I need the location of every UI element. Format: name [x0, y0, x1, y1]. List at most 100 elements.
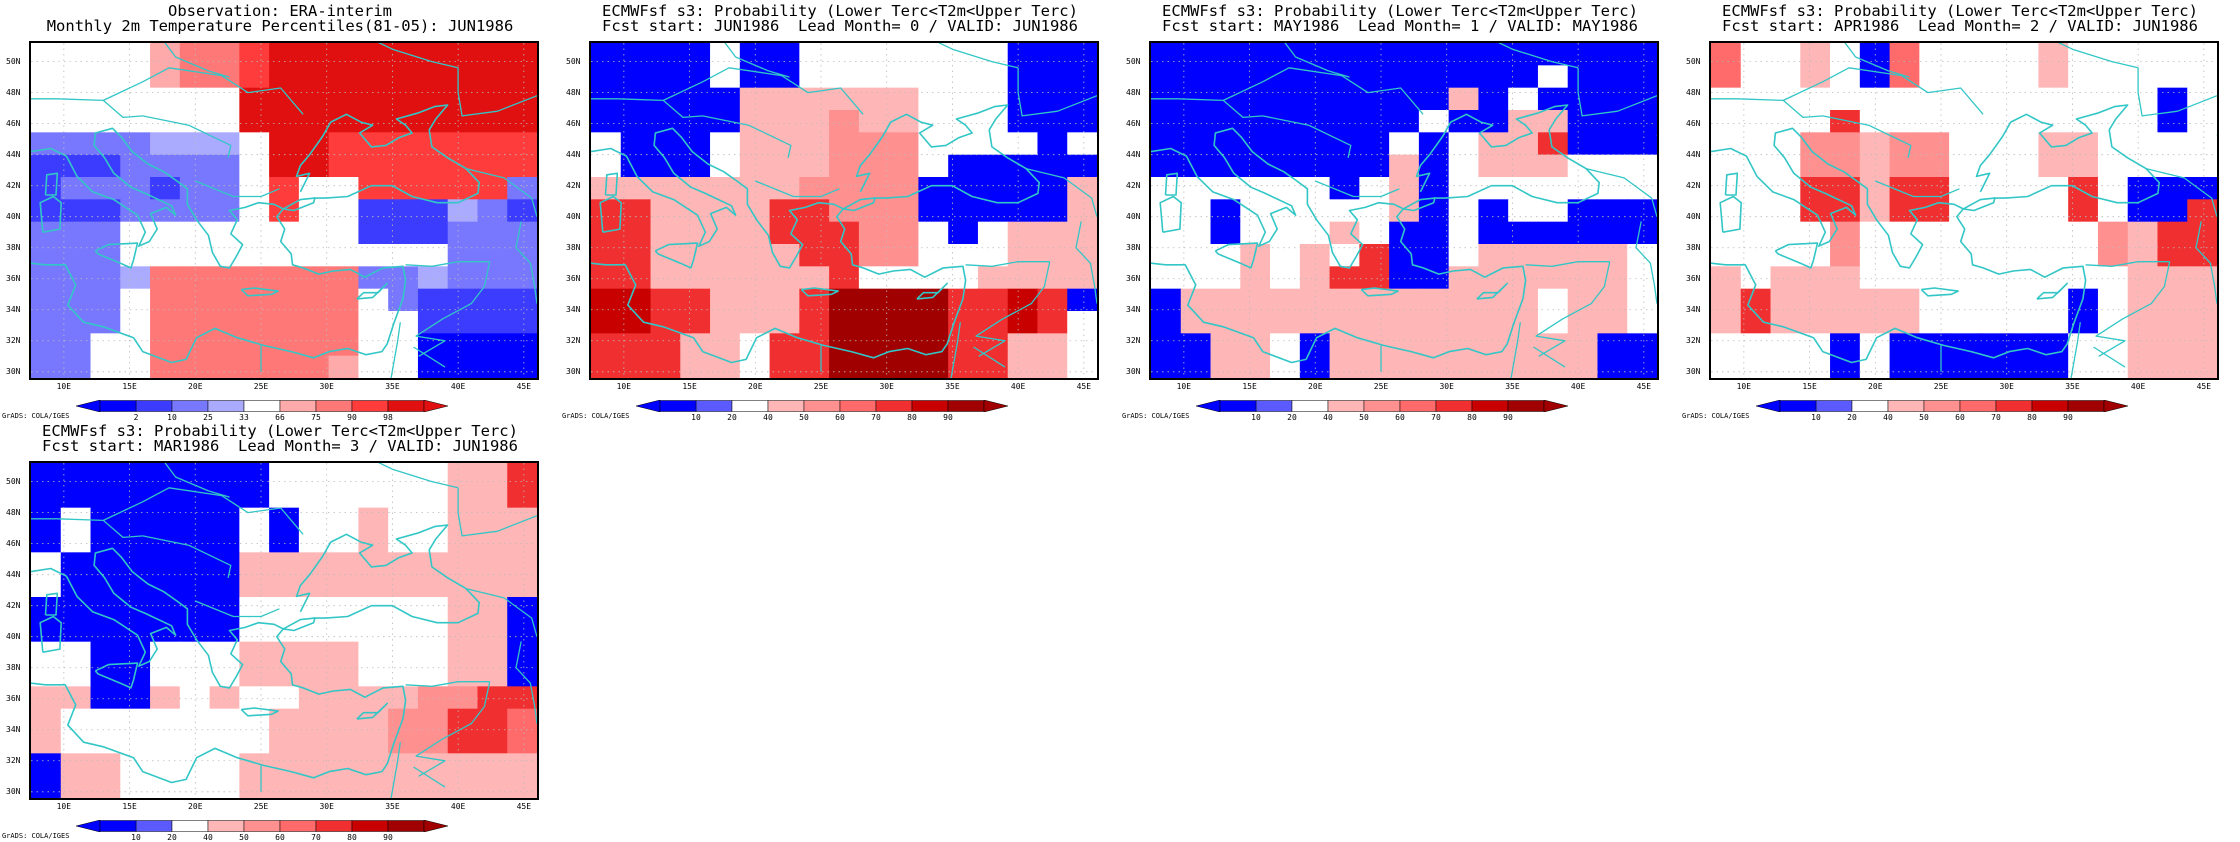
grid-cell — [918, 355, 949, 378]
colorbar-swatch — [135, 400, 173, 412]
grid-cell — [1800, 288, 1831, 312]
coastline — [800, 287, 839, 297]
grid-cell — [269, 65, 300, 89]
colorbar-swatch — [387, 820, 425, 832]
coastline — [282, 617, 316, 632]
grid-cell — [948, 43, 979, 66]
grid-cell — [447, 221, 479, 245]
grid-cell — [2097, 177, 2129, 200]
grid-cell — [269, 266, 300, 290]
grid-cell — [150, 311, 181, 334]
grid-cell — [1180, 311, 1212, 334]
grid-cell — [1567, 221, 1599, 245]
country-border — [1525, 261, 1610, 267]
grid-cell — [447, 731, 479, 754]
grid-cell — [1919, 110, 1950, 133]
grid-cell — [120, 288, 151, 312]
grid-cell — [2157, 177, 2188, 200]
grid-cell — [1978, 288, 2010, 312]
grid-cell — [948, 266, 979, 290]
grid-cell — [2008, 87, 2040, 111]
grid-cell — [2068, 87, 2099, 111]
grid-cell — [239, 664, 270, 687]
grid-cell — [507, 311, 537, 334]
grid-cell — [888, 333, 920, 357]
grid-cell — [388, 355, 419, 378]
country-border — [2145, 167, 2217, 217]
map-svg — [1151, 43, 1657, 378]
grid-cell — [1240, 333, 1271, 357]
grid-cell — [2157, 65, 2188, 89]
grid-cell — [388, 775, 419, 798]
grid-cell — [60, 333, 92, 357]
grid-cell — [2008, 244, 2040, 267]
grid-cell — [417, 664, 449, 687]
grid-cell — [650, 110, 681, 133]
grid-cell — [1329, 43, 1360, 66]
grid-cell — [298, 333, 330, 357]
grid-cell — [1978, 87, 2010, 111]
grid-cell — [1800, 65, 1831, 89]
grid-cell — [1389, 266, 1420, 290]
grid-cell — [2068, 355, 2099, 378]
grid-cell — [1830, 154, 1861, 178]
grid-cell — [1919, 333, 1950, 357]
grid-cell — [1067, 110, 1097, 133]
grid-cell — [2008, 266, 2040, 290]
grid-cell — [60, 775, 92, 798]
grid-cell — [31, 199, 62, 223]
grid-cell — [799, 244, 830, 267]
longitude-tick-label: 10E — [616, 382, 632, 391]
grid-cell — [1037, 311, 1068, 334]
grid-cell — [388, 664, 419, 687]
grid-cell — [680, 288, 711, 312]
grid-cell — [1037, 132, 1068, 156]
grid-cell — [918, 311, 949, 334]
grid-cell — [477, 574, 508, 598]
country-border — [195, 600, 280, 618]
country-border — [1075, 221, 1097, 304]
grid-cell — [1389, 43, 1420, 66]
grid-cell — [1949, 43, 1980, 66]
grid-cell — [680, 132, 711, 156]
grid-cell — [710, 333, 741, 357]
colorbar-tick-label: 10 — [1251, 413, 1261, 422]
grid-cell — [388, 266, 419, 290]
grid-cell — [977, 154, 1009, 178]
grid-cell — [829, 288, 860, 312]
grid-cell — [60, 463, 92, 486]
grid-cell — [150, 485, 181, 509]
grid-cell — [90, 288, 121, 312]
panel-subtitle: Fcst start: MAR1986 Lead Month= 3 / VALI… — [42, 437, 518, 455]
grid-cell — [620, 43, 652, 66]
grid-cell — [269, 221, 300, 245]
grid-cell — [710, 311, 741, 334]
grid-cell — [60, 708, 92, 732]
grid-cell — [1949, 266, 1980, 290]
grid-cell — [2038, 199, 2069, 223]
grid-cell — [918, 288, 949, 312]
grid-cell — [209, 221, 240, 245]
grid-cell — [1800, 87, 1831, 111]
grid-cell — [977, 199, 1009, 223]
grid-cell — [328, 641, 360, 665]
grid-cell — [328, 244, 360, 267]
country-border — [2070, 322, 2081, 378]
grid-cell — [888, 154, 920, 178]
grid-cell — [31, 266, 62, 290]
grid-cell — [447, 311, 479, 334]
grid-cell — [358, 244, 389, 267]
grid-cell — [2038, 65, 2069, 89]
grid-cell — [60, 311, 92, 334]
grid-cell — [2008, 65, 2040, 89]
grid-cell — [1418, 177, 1450, 200]
longitude-tick-label: 40E — [450, 382, 466, 391]
grid-cell — [2097, 266, 2129, 290]
grid-cell — [477, 507, 508, 531]
grid-cell — [31, 619, 62, 643]
longitude-tick-label: 20E — [188, 382, 203, 391]
grid-cell — [1800, 154, 1831, 178]
grid-cell — [2127, 266, 2159, 290]
grid-cell — [507, 87, 537, 111]
grid-cell — [477, 463, 508, 486]
